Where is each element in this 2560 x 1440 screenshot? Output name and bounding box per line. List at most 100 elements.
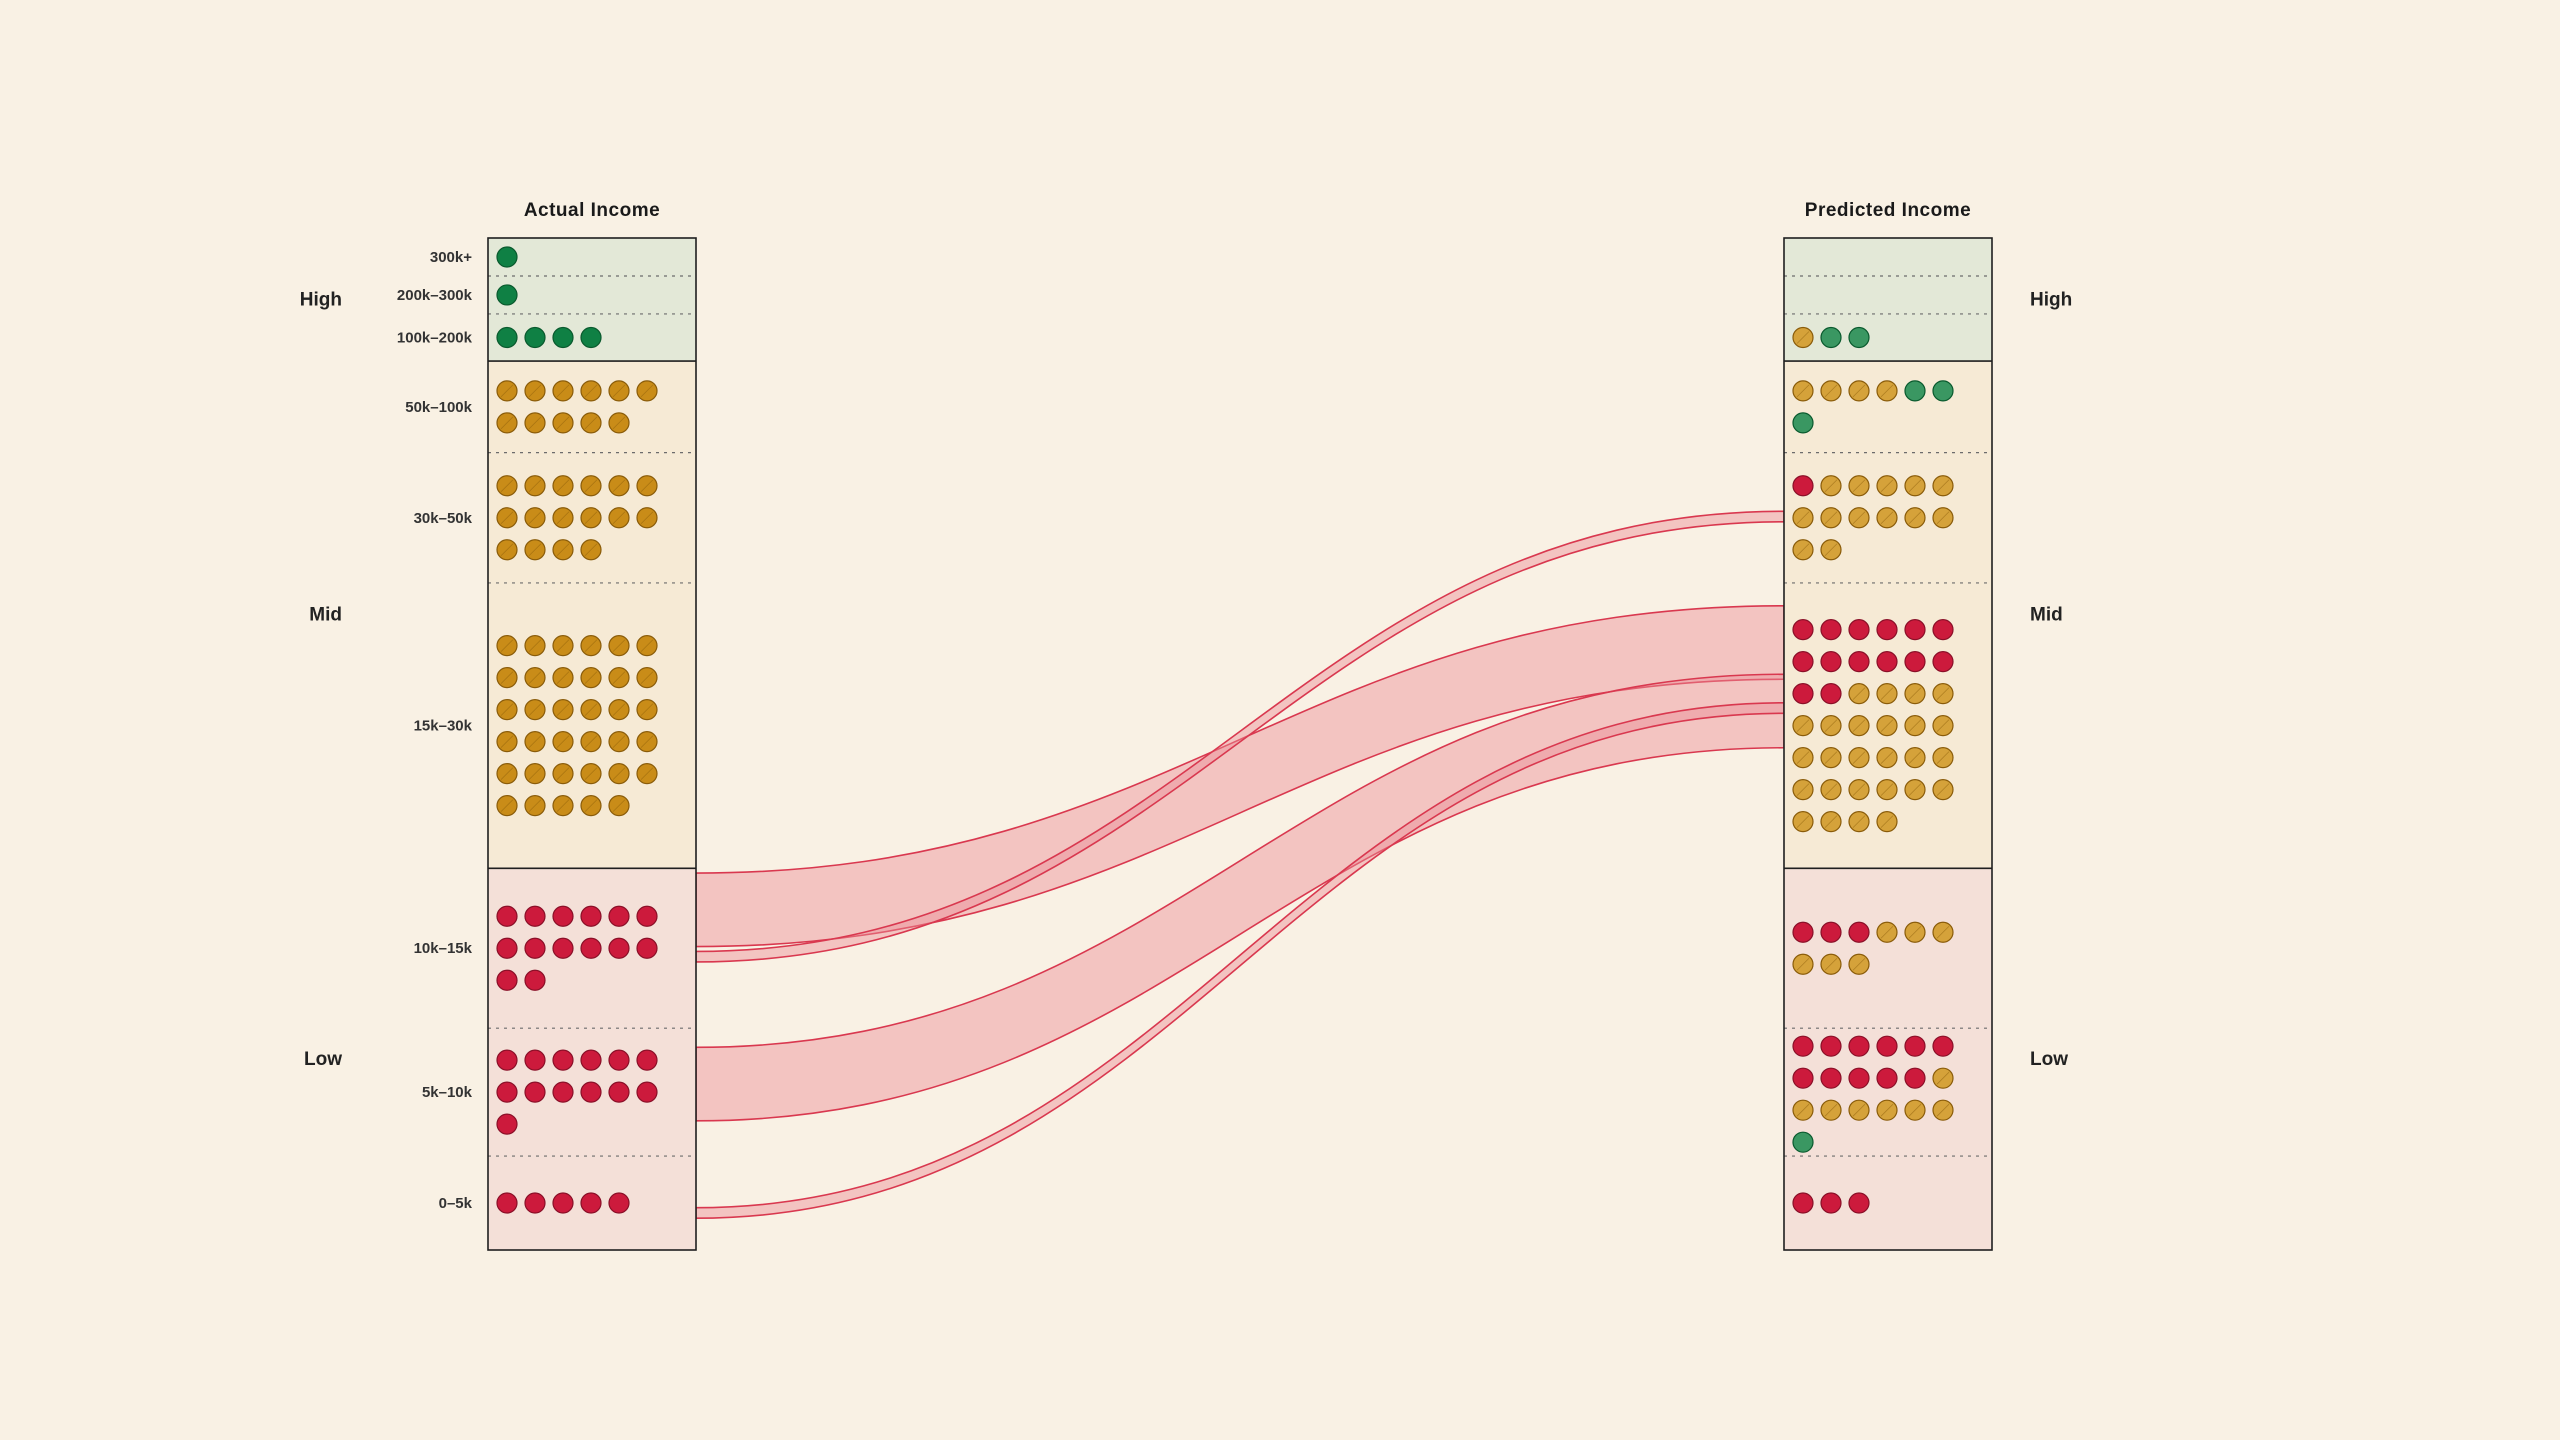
left-dot-hatch [612, 511, 626, 525]
left-dot-high [496, 246, 518, 268]
actual-income-column: 300k+ 200k–300k 100k–200k 50k–100k 30k–50k 15… [300, 200, 697, 1251]
right-dot-hatch [1936, 511, 1950, 525]
left-dot-hatch [640, 767, 654, 780]
left-dot-hatch [612, 671, 626, 684]
left-dot-low [636, 1049, 658, 1071]
right-dot-hatch [1908, 925, 1922, 939]
right-dot-hatch [1936, 719, 1950, 732]
left-dot-hatch [584, 671, 598, 684]
left-dot-hatch [556, 479, 570, 493]
right-dot-hatch [1936, 925, 1950, 939]
right-dot-hatch [1824, 751, 1838, 764]
actual-dots [496, 246, 658, 1214]
right-dot-low [1820, 1067, 1842, 1089]
predicted-group-labels: High Mid Low [2030, 290, 2072, 1071]
right-dot-hatch [1824, 543, 1838, 557]
right-dot-low [1932, 1035, 1954, 1057]
left-dot-low [496, 1192, 518, 1214]
left-dot-hatch [556, 703, 570, 716]
left-dot-low [524, 1192, 546, 1214]
right-group-label-low: Low [2030, 1049, 2068, 1070]
right-dot-hatch [1880, 479, 1894, 493]
right-dot-hatch [1796, 543, 1810, 557]
left-dot-hatch [556, 799, 570, 812]
right-dot-low [1876, 1035, 1898, 1057]
left-dot-hatch [584, 799, 598, 812]
left-dot-hatch [500, 511, 514, 525]
right-dot-hatch [1824, 815, 1838, 828]
actual-income-title: Actual Income [524, 200, 660, 221]
right-dot-hatch [1796, 783, 1810, 796]
left-dot-hatch [584, 639, 598, 652]
right-dot-hatch [1796, 331, 1810, 344]
left-dot-high [496, 326, 518, 349]
left-dot-hatch [556, 511, 570, 525]
left-group-label-high: High [300, 290, 342, 311]
right-dot-hatch [1796, 511, 1810, 525]
left-dot-high [580, 326, 602, 349]
left-dot-hatch [640, 639, 654, 652]
predicted-dots [1792, 326, 1954, 1214]
left-dot-low [524, 905, 546, 927]
actual-dividers [488, 275, 696, 1157]
actual-group-labels: High Mid Low [300, 290, 342, 1071]
left-dot-hatch [528, 671, 542, 684]
right-dot-hatch [1908, 751, 1922, 764]
right-dot-hatch [1796, 957, 1810, 971]
left-dot-hatch [612, 479, 626, 493]
bracket-label: 30k–50k [414, 510, 473, 527]
right-dot-high [1792, 412, 1814, 434]
left-dot-hatch [612, 735, 626, 748]
right-dot-hatch [1852, 687, 1866, 700]
left-dot-low [580, 1049, 602, 1071]
left-dot-low [496, 1113, 518, 1135]
right-dot-hatch [1852, 751, 1866, 764]
right-dot-hatch [1796, 719, 1810, 732]
right-dot-hatch [1880, 511, 1894, 525]
right-dot-hatch [1908, 1103, 1922, 1117]
left-dot-high [496, 284, 518, 306]
right-dot-hatch [1796, 815, 1810, 828]
right-dot-hatch [1908, 719, 1922, 732]
left-dot-hatch [584, 384, 598, 398]
right-dot-high [1904, 380, 1926, 402]
left-dot-hatch [528, 543, 542, 557]
left-dot-hatch [556, 384, 570, 398]
right-dot-hatch [1824, 957, 1838, 971]
left-dot-hatch [500, 479, 514, 493]
left-dot-hatch [584, 735, 598, 748]
right-dot-hatch [1908, 479, 1922, 493]
left-dot-hatch [528, 799, 542, 812]
bracket-label: 10k–15k [414, 940, 473, 957]
left-dot-hatch [556, 543, 570, 557]
left-dot-hatch [556, 639, 570, 652]
right-dot-hatch [1796, 751, 1810, 764]
left-dot-low [580, 937, 602, 959]
right-dot-low [1848, 1067, 1870, 1089]
left-dot-hatch [528, 416, 542, 430]
bracket-label: 15k–30k [414, 718, 473, 735]
right-dot-hatch [1908, 511, 1922, 525]
left-dot-low [636, 937, 658, 959]
left-dot-low [496, 1049, 518, 1071]
predicted-income-column: High Mid Low Predicted Income [1783, 200, 2072, 1251]
left-dot-low [580, 905, 602, 927]
left-dot-low [552, 905, 574, 927]
right-dot-hatch [1936, 479, 1950, 493]
left-dot-hatch [556, 767, 570, 780]
right-dot-hatch [1880, 783, 1894, 796]
left-dot-hatch [640, 384, 654, 398]
right-dot-hatch [1880, 751, 1894, 764]
left-dot-hatch [584, 479, 598, 493]
left-dot-hatch [500, 735, 514, 748]
left-dot-hatch [612, 799, 626, 812]
left-dot-hatch [528, 479, 542, 493]
right-dot-hatch [1852, 957, 1866, 971]
left-dot-low [636, 1081, 658, 1103]
left-group-label-mid: Mid [309, 605, 342, 626]
right-dot-hatch [1796, 1103, 1810, 1117]
right-dot-hatch [1880, 925, 1894, 939]
right-dot-hatch [1824, 783, 1838, 796]
left-dot-low [636, 905, 658, 927]
right-dot-hatch [1852, 815, 1866, 828]
